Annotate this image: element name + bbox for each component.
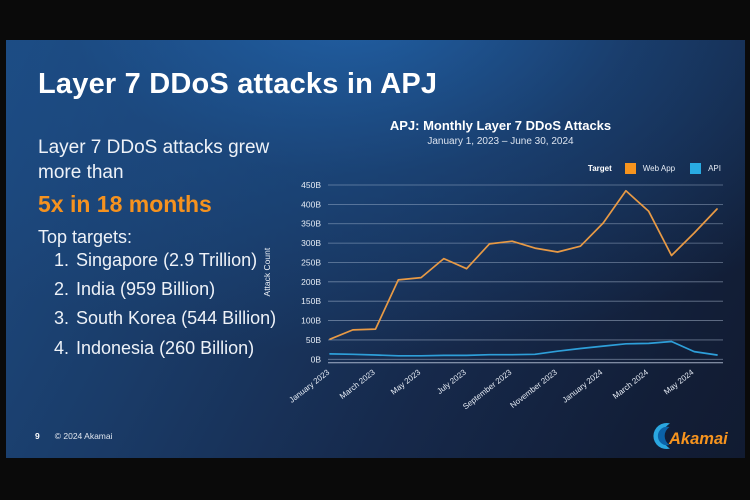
targets-heading: Top targets: — [38, 227, 133, 247]
x-tick-label: March 2023 — [338, 367, 377, 400]
series-line-api — [329, 340, 718, 357]
web-app-swatch-icon — [624, 163, 636, 174]
x-tick-label: January 2024 — [561, 367, 605, 404]
x-tick-label: January 2023 — [287, 367, 331, 404]
growth-highlight: 5x in 18 months — [38, 191, 212, 217]
y-tick-label: 50B — [306, 335, 321, 345]
x-tick-label: March 2024 — [611, 367, 650, 400]
y-tick-label: 0B — [311, 354, 322, 364]
footer: 9 © 2024 Akamai — [35, 431, 113, 441]
slide-title: Layer 7 DDoS attacks in APJ — [38, 68, 438, 100]
x-tick-label: May 2024 — [662, 367, 696, 396]
y-tick-label: 450B — [301, 180, 321, 190]
target-list: Singapore (2.9 Trillion) India (959 Billi… — [38, 250, 288, 367]
y-tick-label: 350B — [301, 219, 321, 229]
target-list-item: Singapore (2.9 Trillion) — [74, 250, 288, 271]
y-tick-label: 250B — [301, 257, 321, 267]
api-swatch-icon — [690, 163, 702, 174]
target-list-item: Indonesia (260 Billion) — [74, 338, 288, 359]
x-tick-label: November 2023 — [508, 367, 559, 409]
intro-text: Layer 7 DDoS attacks grew more than — [38, 137, 270, 183]
legend-label-api: API — [708, 164, 721, 173]
legend-label-web-app: Web App — [642, 164, 676, 173]
x-tick-label: September 2023 — [461, 367, 514, 411]
target-list-item: South Korea (544 Billion) — [74, 308, 288, 329]
series-line-web-app — [329, 189, 718, 341]
copyright-text: © 2024 Akamai — [54, 431, 113, 441]
y-tick-label: 400B — [301, 199, 321, 209]
y-tick-label: 200B — [301, 277, 321, 287]
chart-subtitle: January 1, 2023 – June 30, 2024 — [427, 136, 574, 147]
chart-legend: Target Web App API — [588, 163, 721, 174]
target-list-item: India (959 Billion) — [74, 279, 288, 300]
ddos-line-chart: 0B 50B 100B 150B 200B 250B 300B 350B 400B 450B Jan… — [262, 180, 723, 411]
y-axis-title: Attack Count — [262, 247, 272, 296]
page-number: 9 — [35, 431, 40, 441]
chart-title: APJ: Monthly Layer 7 DDoS Attacks — [389, 118, 612, 133]
logo-crescent-inner-icon — [657, 426, 670, 446]
presentation-slide: Layer 7 DDoS attacks in APJ Layer 7 DDoS… — [6, 40, 745, 458]
akamai-logo: Akamai — [653, 423, 728, 449]
y-tick-label: 300B — [301, 238, 321, 248]
x-tick-label: May 2023 — [389, 367, 423, 396]
x-tick-label: July 2023 — [435, 367, 468, 396]
y-tick-label: 150B — [301, 296, 321, 306]
logo-wordmark: Akamai — [668, 430, 728, 448]
y-tick-label: 100B — [301, 316, 321, 326]
legend-title: Target — [587, 164, 612, 173]
